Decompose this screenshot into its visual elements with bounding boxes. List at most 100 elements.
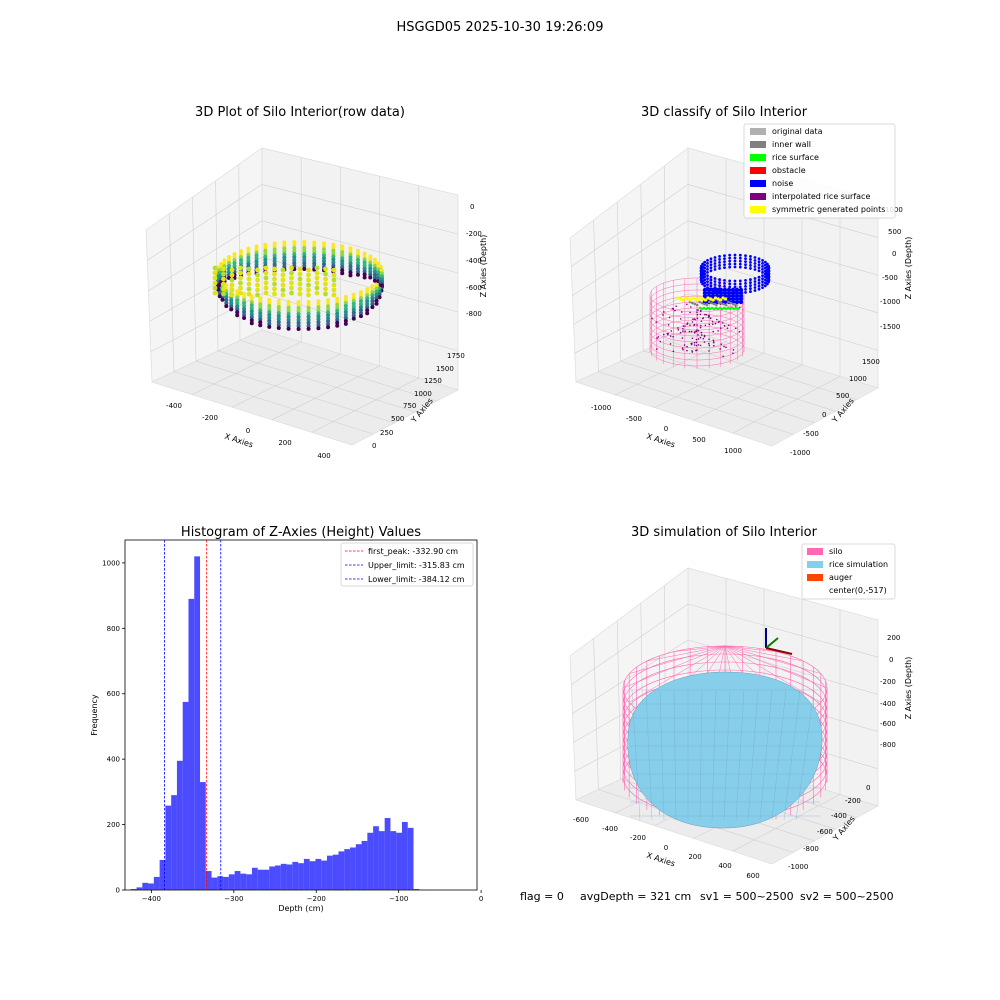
- point-cloud-dot: [365, 311, 370, 316]
- gridline: [261, 293, 459, 352]
- interpolated-point: [682, 325, 685, 327]
- noise-point: [763, 266, 767, 270]
- interpolated-point: [708, 323, 711, 326]
- point-cloud-dot: [316, 305, 321, 310]
- noise-point: [733, 259, 737, 263]
- legend-swatch-noise: [750, 180, 766, 187]
- panel4-legend: silo rice simulation auger center(0,-517…: [801, 543, 896, 600]
- panel4-axes-triad: [765, 628, 793, 655]
- point-cloud-dot: [282, 258, 287, 263]
- symmetric-point: [723, 297, 728, 301]
- panel2-xtick: -1000: [591, 404, 611, 412]
- point-cloud-dot: [306, 308, 311, 313]
- panel1-z-axis-label: Z Axies (Depth): [479, 235, 488, 298]
- symmetric-point: [678, 297, 683, 301]
- gridline: [593, 219, 599, 372]
- point-cloud-dot: [331, 251, 336, 256]
- histogram-bar: [326, 855, 333, 890]
- noise-point: [706, 264, 709, 268]
- noise-point: [728, 262, 732, 266]
- point-cloud-dot: [314, 285, 320, 291]
- rice-surface-point: [712, 307, 716, 311]
- noise-point: [749, 278, 752, 281]
- noise-point: [713, 268, 717, 271]
- point-cloud-dot: [212, 280, 218, 286]
- histogram-bar: [384, 818, 391, 890]
- panel4-z-ticks: 200 0 -200 -400 -600 -800: [880, 634, 900, 749]
- point-cloud-dot: [267, 321, 272, 326]
- point-cloud-dot: [229, 267, 235, 273]
- interpolated-point: [708, 338, 710, 340]
- interpolated-point: [732, 349, 735, 351]
- point-cloud-dot: [326, 298, 331, 303]
- panel4-ytick: -1000: [788, 863, 808, 871]
- panel4-ztick: -400: [880, 700, 896, 708]
- point-cloud-dot: [335, 296, 340, 301]
- point-cloud-dot: [368, 257, 373, 262]
- point-cloud-dot: [267, 300, 272, 305]
- noise-point: [706, 280, 709, 284]
- noise-point: [749, 290, 752, 293]
- noise-point: [706, 283, 709, 287]
- point-cloud-dot: [272, 262, 277, 267]
- silo-ring: [649, 319, 745, 355]
- interpolated-point: [708, 350, 710, 352]
- histogram-bar: [321, 860, 327, 890]
- noise-point: [718, 278, 721, 281]
- point-cloud-dot: [292, 240, 297, 245]
- point-cloud-dot: [348, 273, 353, 278]
- point-cloud-dot: [316, 299, 321, 304]
- point-cloud-dot: [272, 281, 277, 287]
- point-cloud-dot: [249, 297, 254, 302]
- gridline: [148, 220, 263, 292]
- point-cloud-dot: [374, 283, 379, 288]
- noise-point: [763, 278, 767, 282]
- interpolated-point: [707, 316, 710, 318]
- point-cloud-dot: [297, 276, 303, 282]
- point-cloud-dot: [376, 261, 381, 266]
- point-cloud-dot: [226, 264, 231, 268]
- legend-swatch-obstacle: [750, 167, 766, 174]
- noise-point: [718, 284, 721, 287]
- silo-roof-wire: [724, 645, 804, 662]
- panel4-x-axis-label: X Axies: [645, 851, 676, 869]
- point-cloud-dot: [321, 250, 326, 255]
- interpolated-point: [670, 330, 673, 332]
- histogram-y-ticks: 0 200 400 600 800 1000: [102, 559, 125, 895]
- point-cloud-dot: [282, 252, 287, 257]
- noise-point: [709, 284, 713, 288]
- point-cloud-dot: [314, 280, 320, 286]
- point-cloud-dot: [222, 258, 227, 263]
- point-cloud-dot: [280, 292, 286, 298]
- point-cloud-dot: [335, 323, 340, 328]
- noise-point: [738, 253, 742, 257]
- noise-point: [713, 265, 717, 268]
- interpolated-point: [686, 349, 688, 352]
- point-cloud-dot: [379, 283, 384, 288]
- point-cloud-dot: [263, 245, 268, 250]
- panel1-y-ticks: 0 250 500 750 1000 1250 1500 1750: [372, 352, 465, 450]
- gridline: [238, 164, 241, 341]
- noise-point: [757, 263, 761, 267]
- point-cloud-dot: [263, 248, 268, 253]
- noise-point: [713, 280, 717, 283]
- point-cloud-dot: [286, 314, 291, 319]
- panel2-ytick: 0: [822, 411, 826, 419]
- point-cloud-dot: [246, 271, 252, 277]
- interpolated-point: [699, 326, 702, 329]
- point-cloud-dot: [220, 297, 225, 302]
- interpolated-point: [738, 306, 741, 309]
- interpolated-point: [677, 328, 680, 331]
- interpolated-point: [720, 343, 723, 345]
- point-cloud-dot: [372, 275, 377, 280]
- histogram-ytick-label: 800: [107, 625, 120, 633]
- noise-point: [723, 257, 726, 261]
- point-cloud-dot: [296, 326, 301, 331]
- point-cloud-dot: [358, 302, 363, 307]
- triad-x-axis: [765, 647, 793, 655]
- point-cloud-dot: [246, 266, 252, 272]
- point-cloud-dot: [362, 251, 367, 256]
- point-cloud-dot: [340, 265, 345, 270]
- rice-mesh-line: [659, 689, 665, 821]
- silo-ring: [649, 331, 745, 367]
